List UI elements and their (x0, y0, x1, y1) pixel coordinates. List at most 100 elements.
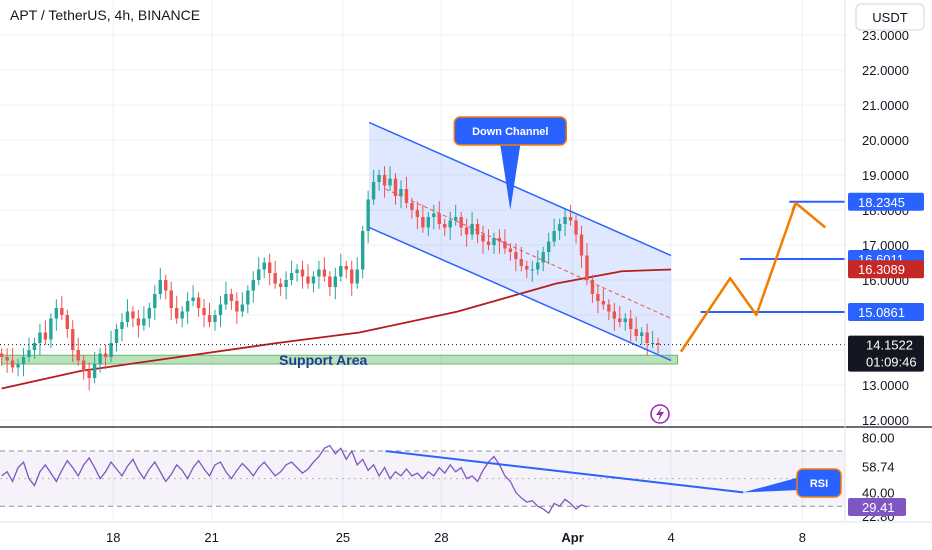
candle (579, 225, 584, 268)
candle (486, 229, 491, 251)
down-channel-upper-line (368, 121, 672, 257)
candle-body (16, 364, 20, 368)
candle-body (366, 199, 370, 231)
candle (393, 173, 398, 205)
candle-body (185, 301, 190, 312)
candle (601, 288, 606, 310)
candle (229, 288, 234, 310)
rsi-tag: 58.74 (848, 457, 906, 476)
candle (497, 229, 502, 254)
candle-body (497, 238, 502, 242)
currency-button[interactable]: USDT (855, 3, 925, 31)
candle-body (240, 304, 245, 312)
candle (49, 313, 53, 349)
rsi-tag-label: 29.41 (862, 500, 895, 515)
candle (136, 309, 141, 338)
candle (322, 257, 327, 282)
candle-body (114, 329, 119, 343)
candle-body (235, 301, 239, 312)
candle-body (120, 322, 124, 329)
candle-body (306, 276, 310, 284)
candle (530, 260, 534, 282)
candle-body (267, 262, 272, 273)
candle (421, 204, 425, 233)
candle (311, 271, 316, 293)
support-area-label: Support Area (279, 352, 367, 368)
candle (92, 351, 97, 384)
candle (355, 257, 359, 289)
candle (536, 250, 540, 275)
time-tick-label: 8 (799, 530, 806, 545)
candle (27, 337, 31, 363)
candle-body (322, 269, 327, 277)
price-tick-label: 23.0000 (862, 28, 909, 43)
candle (240, 292, 245, 317)
candle (153, 285, 157, 321)
candle-body (153, 294, 157, 308)
candle-body (492, 238, 496, 245)
time-tick-label: 4 (667, 530, 674, 545)
candle-body (218, 304, 223, 315)
candle-body (601, 301, 606, 305)
candle (142, 306, 146, 331)
callout-label: Down Channel (472, 126, 548, 138)
candle-body (470, 224, 474, 235)
rsi-callout-label: RSI (810, 478, 828, 490)
candle-body (525, 266, 529, 270)
candle (262, 257, 266, 279)
candle (158, 267, 162, 300)
candle-body (71, 329, 75, 350)
candle-body (196, 297, 201, 308)
rsi-line (1, 444, 588, 515)
candle (267, 253, 272, 286)
candle-body (142, 318, 146, 326)
candle-body (147, 308, 152, 319)
candle (541, 246, 545, 272)
candle-body (650, 343, 655, 344)
candle-body (607, 304, 611, 312)
rsi-trendline (385, 450, 744, 494)
candle-body (596, 294, 600, 301)
candle (300, 260, 305, 289)
candle-body (180, 311, 184, 319)
candle (470, 211, 474, 240)
rsi-tag: 29.41 (848, 498, 906, 517)
candle-body (82, 360, 86, 371)
candle (371, 169, 376, 205)
candle-body (355, 269, 359, 284)
time-tick-label: Apr (561, 530, 583, 545)
candle-body (415, 210, 420, 217)
callout-pointer (500, 145, 521, 210)
candle-body (574, 220, 578, 235)
candle (32, 337, 37, 359)
time-tick-label: 25 (336, 530, 350, 545)
candle (87, 362, 91, 391)
price-tag-box (848, 302, 924, 321)
price-tick-label: 13.0000 (862, 378, 909, 393)
candle (568, 204, 573, 226)
lightning-icon[interactable] (650, 404, 670, 424)
candle (596, 285, 600, 314)
candle-body (65, 315, 69, 329)
candle (76, 337, 80, 366)
time-tick-label: 28 (434, 530, 448, 545)
candle (623, 313, 627, 331)
candle (382, 166, 387, 198)
down-channel-fill (369, 122, 672, 361)
channel-midline (385, 188, 672, 319)
down-channel-callout: Down Channel (453, 116, 568, 210)
last-price-label: 14.1522 (866, 338, 913, 353)
candle (273, 260, 277, 289)
candle-body (317, 269, 321, 277)
candle-body (5, 357, 9, 361)
candle (71, 320, 75, 363)
candle (459, 211, 463, 237)
candle (366, 190, 370, 244)
candle (415, 201, 420, 230)
price-tag-label: 18.2345 (858, 195, 905, 210)
candles-layer (0, 166, 660, 391)
currency-label: USDT (872, 10, 907, 25)
candle-body (634, 329, 638, 336)
candle (147, 302, 152, 328)
candle (10, 348, 15, 373)
